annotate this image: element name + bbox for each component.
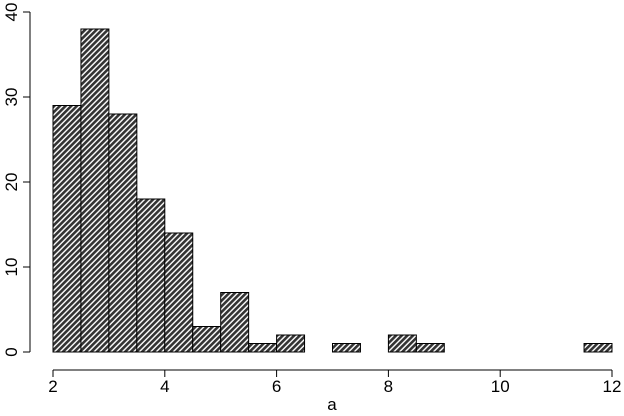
y-tick-label: 0 (2, 347, 21, 356)
x-axis-label: a (327, 395, 337, 414)
bar (415, 343, 445, 353)
x-tick-label: 2 (48, 377, 57, 396)
y-tick-label: 40 (2, 3, 21, 22)
y-tick-label: 10 (2, 258, 21, 277)
bar (276, 334, 306, 353)
bar (52, 105, 82, 353)
x-tick-label: 10 (491, 377, 510, 396)
bar (136, 198, 166, 353)
bar (583, 343, 613, 353)
x-tick-label: 12 (603, 377, 622, 396)
y-tick-label: 30 (2, 88, 21, 107)
x-tick-label: 6 (272, 377, 281, 396)
bar (387, 334, 417, 353)
bar (192, 326, 222, 353)
bar (248, 343, 278, 353)
y-tick-label: 20 (2, 173, 21, 192)
bar (332, 343, 361, 353)
bar (108, 113, 138, 353)
bar (220, 292, 250, 353)
bar (80, 28, 110, 353)
x-tick-label: 8 (384, 377, 393, 396)
bar (164, 232, 194, 353)
x-tick-label: 4 (160, 377, 169, 396)
